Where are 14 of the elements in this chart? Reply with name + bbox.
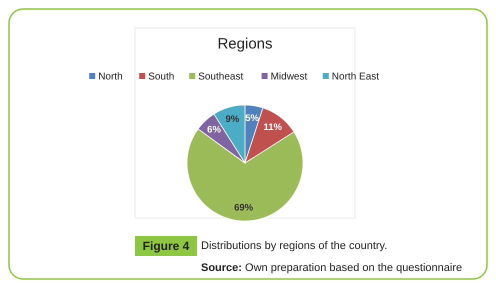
text: Distributions by regions of the country. (201, 240, 388, 252)
source-note: Source: Own preparation based on the questionnaire (201, 262, 462, 274)
chart-title: Regions (217, 36, 273, 52)
legend-label: South (148, 72, 174, 82)
data-label: 11% (263, 122, 283, 133)
data-label: 9% (226, 114, 240, 126)
data-label: 69% (234, 202, 254, 214)
data-label: 6% (207, 124, 222, 136)
caption: Figure 4 (142, 239, 190, 253)
legend-label: North (98, 72, 123, 82)
legend-label: Southeast (198, 72, 244, 82)
legend-label: North East (332, 72, 380, 82)
data-label: 5% (245, 112, 260, 124)
legend-label: Midwest (270, 72, 308, 82)
